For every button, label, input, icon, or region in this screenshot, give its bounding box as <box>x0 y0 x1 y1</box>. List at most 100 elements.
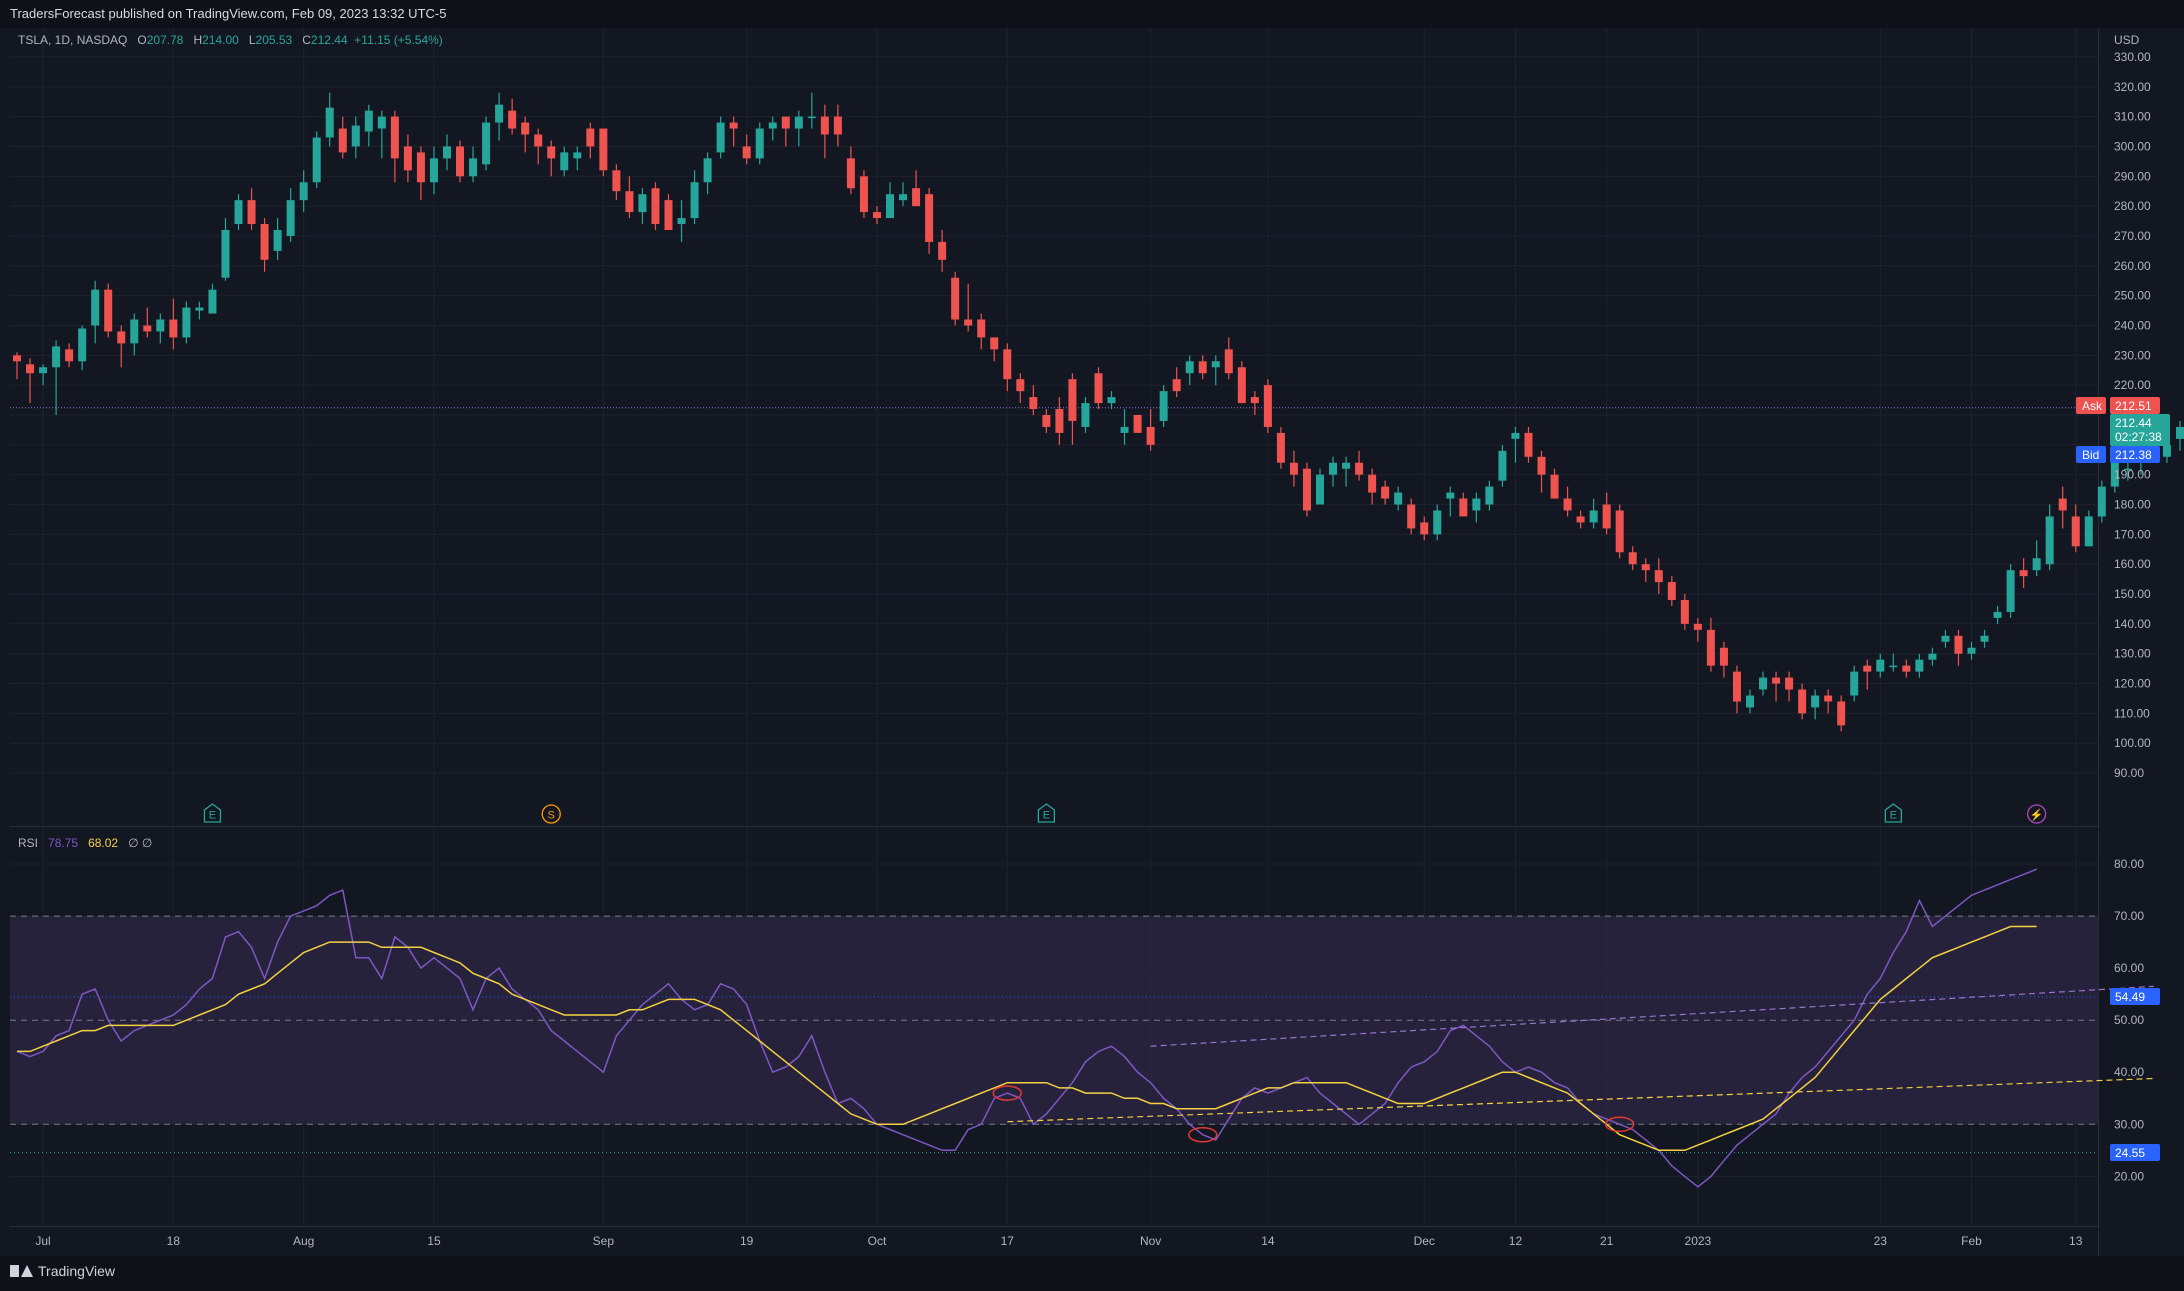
candle-body <box>1706 629 1715 666</box>
candle-body <box>299 182 308 201</box>
close-label: C <box>302 33 311 47</box>
candle-body <box>1693 623 1702 630</box>
time-tick-label: 18 <box>167 1234 181 1248</box>
low-value: 205.53 <box>255 33 293 47</box>
candle-body <box>1928 653 1937 660</box>
candle-body <box>1980 635 1989 642</box>
candle-body <box>1993 611 2002 618</box>
event-markers[interactable]: E S E E ⚡ <box>203 803 2047 824</box>
candle-body <box>964 319 973 326</box>
candle-body <box>1224 349 1233 374</box>
candle-body <box>1498 450 1507 481</box>
symbol-legend[interactable]: TSLA, 1D, NASDAQ O207.78 H214.00 L205.53… <box>18 33 443 47</box>
candle-body <box>456 146 465 177</box>
candle-body <box>1159 391 1168 421</box>
candle-body <box>2058 498 2067 511</box>
candle-body <box>990 337 999 350</box>
candle-body <box>1185 361 1194 374</box>
candle-body <box>1641 564 1650 571</box>
candle-body <box>1785 677 1794 690</box>
candle-body <box>2032 558 2041 571</box>
event-marker-letter: E <box>1043 810 1050 822</box>
candle-body <box>390 116 399 159</box>
candle-body <box>1459 498 1468 517</box>
rsi-upper-value: 54.49 <box>2115 990 2145 1004</box>
time-axis[interactable]: Jul 18 Aug 15 Sep 19 Oct 17 Nov 14 Dec 12 21 2023 23 Fe… <box>35 1234 2082 1248</box>
rsi-trendline <box>1150 985 2154 1047</box>
candle-body <box>1211 361 1220 368</box>
candle-body <box>703 158 712 183</box>
candle-body <box>1055 409 1064 433</box>
news-icon <box>2027 804 2047 824</box>
candles <box>13 92 2184 732</box>
candle-body <box>1798 689 1807 714</box>
rsi-name: RSI <box>18 836 39 850</box>
tradingview-brand[interactable]: TradingView <box>10 1263 115 1279</box>
candle-body <box>1042 415 1051 427</box>
candle-body <box>2110 456 2119 487</box>
candle-body <box>1446 492 1455 499</box>
time-tick-label: Aug <box>293 1234 314 1248</box>
candle-body <box>912 188 921 207</box>
candle-body <box>143 325 152 332</box>
rsi-lower-value: 24.55 <box>2115 1146 2145 1160</box>
candle-body <box>286 200 295 236</box>
rsi-axis[interactable]: 20.00 30.00 40.00 50.00 60.00 70.00 80.00 <box>2114 857 2144 1183</box>
time-tick-label: Oct <box>868 1234 887 1248</box>
brand-name: TradingView <box>38 1263 116 1279</box>
price-tick-label: 90.00 <box>2114 766 2144 780</box>
candle-body <box>1615 510 1624 553</box>
price-tick-label: 230.00 <box>2114 348 2151 362</box>
candle-body <box>1263 385 1272 427</box>
candle-body <box>1589 510 1598 523</box>
candle-body <box>833 116 842 135</box>
rsi-upper-tag <box>2110 988 2160 1005</box>
candle-body <box>273 229 282 251</box>
candle-body <box>2019 570 2028 577</box>
candle-body <box>1081 403 1090 427</box>
candle-body <box>182 307 191 338</box>
rsi-lower-tag <box>2110 1144 2160 1161</box>
price-tick-label: 270.00 <box>2114 229 2151 243</box>
candle-body <box>1941 635 1950 642</box>
ask-price-tag <box>2110 397 2160 414</box>
price-tick-label: 190.00 <box>2114 468 2151 482</box>
candle-body <box>2175 426 2184 439</box>
candle-body <box>1537 456 1546 475</box>
tradingview-logo-icon <box>10 1265 33 1277</box>
bid-tag-label: Bid <box>2082 448 2099 462</box>
candle-body <box>690 182 699 219</box>
candle-body <box>1811 695 1820 708</box>
candle-body <box>521 122 530 135</box>
rsi-trendline <box>1007 1077 2154 1123</box>
candle-body <box>1068 379 1077 421</box>
candle-body <box>1302 468 1311 511</box>
candle-body <box>1276 432 1285 463</box>
time-tick-label: 13 <box>2069 1234 2083 1248</box>
earnings-icon <box>203 803 222 823</box>
time-tick-label: 14 <box>1261 1234 1275 1248</box>
candle-body <box>1316 474 1324 505</box>
price-tick-label: 100.00 <box>2114 736 2151 750</box>
bid-price: 212.38 <box>2115 448 2152 462</box>
candle-body <box>416 152 425 183</box>
time-tick-label: Feb <box>1961 1234 1982 1248</box>
candle-body <box>1759 677 1768 690</box>
candle-body <box>247 200 256 225</box>
rsi-extra: ∅ ∅ <box>128 836 153 850</box>
candle-body <box>1289 462 1298 475</box>
candle-body <box>2162 444 2171 457</box>
candle-body <box>1732 671 1741 702</box>
candle-body <box>469 158 478 177</box>
candle-body <box>65 349 74 362</box>
candle-body <box>1850 671 1859 696</box>
candle-body <box>1394 492 1403 505</box>
rsi-low-circle <box>1187 1126 1218 1143</box>
candle-body <box>13 355 21 362</box>
candle-body <box>2045 516 2054 565</box>
time-tick-label: 17 <box>1001 1234 1015 1248</box>
rsi-legend[interactable]: RSI 78.75 68.02 ∅ ∅ <box>18 836 152 850</box>
rsi-tick-label: 70.00 <box>2114 909 2144 923</box>
candle-body <box>625 191 634 213</box>
